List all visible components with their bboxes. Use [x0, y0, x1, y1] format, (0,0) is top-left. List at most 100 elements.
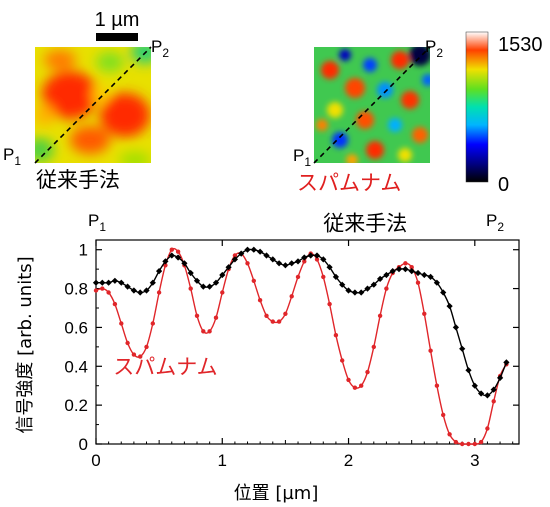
data-point [137, 289, 144, 296]
series-label-proposed: スパムナム [113, 355, 217, 379]
data-point [150, 321, 155, 326]
data-point [106, 290, 111, 295]
data-point [389, 267, 396, 275]
data-point [477, 390, 485, 397]
data-point [352, 385, 358, 390]
left-image-map [34, 46, 152, 164]
data-point [276, 319, 282, 324]
data-point [250, 246, 257, 253]
y-tick-label: 0.8 [64, 280, 88, 299]
data-point [496, 374, 504, 382]
data-point [491, 399, 496, 404]
scale-bar-line [96, 33, 138, 41]
y-tick-label: 0.2 [64, 396, 88, 415]
data-point [270, 319, 275, 324]
y-tick-label: 0.6 [64, 318, 88, 337]
data-point [282, 262, 289, 269]
data-point [340, 358, 345, 363]
data-point [207, 329, 212, 334]
data-point [92, 279, 100, 286]
data-point [194, 313, 200, 318]
x-tick-label: 3 [470, 451, 479, 470]
data-point [220, 290, 225, 295]
data-point [130, 287, 138, 294]
data-point [503, 359, 510, 366]
data-point [453, 439, 459, 445]
y-tick-label: 0 [79, 435, 88, 454]
data-point [359, 383, 364, 388]
colorbar-max-label: 1530 [498, 34, 543, 56]
data-point [358, 289, 365, 296]
data-point [472, 441, 477, 447]
data-point [446, 302, 453, 310]
x-tick-label: 1 [218, 451, 227, 470]
data-point [294, 258, 302, 265]
data-point [144, 344, 149, 350]
data-point [301, 254, 308, 261]
data-point [326, 264, 333, 271]
data-point [421, 271, 428, 279]
data-point [288, 260, 295, 267]
data-point [460, 441, 465, 447]
data-point [206, 283, 213, 290]
data-point [264, 313, 269, 318]
y-axis-title: 信号強度 [arb. units] [15, 256, 36, 433]
data-point [409, 265, 414, 270]
data-point [377, 313, 383, 318]
data-point [433, 279, 441, 286]
data-point [376, 275, 384, 283]
data-point [490, 386, 497, 393]
data-point [257, 298, 263, 303]
colorbar: 1530 0 [465, 31, 543, 196]
data-point [414, 269, 422, 277]
axis-ticks [95, 240, 519, 445]
data-point [434, 383, 440, 388]
data-point [169, 247, 174, 252]
data-point [251, 278, 256, 283]
data-point [427, 273, 434, 281]
x-tick-label: 0 [91, 451, 100, 470]
data-point [289, 294, 294, 299]
data-point [351, 289, 359, 296]
data-point [245, 261, 250, 266]
right-image-map [313, 46, 431, 164]
data-point [441, 412, 446, 418]
data-point [332, 273, 340, 281]
data-point [201, 329, 206, 334]
data-point [124, 283, 131, 290]
data-point [174, 254, 182, 261]
data-point [478, 439, 484, 445]
data-point [175, 249, 181, 254]
plot-area-frame [95, 239, 520, 445]
data-point [384, 286, 389, 291]
data-point [119, 321, 124, 326]
data-point [346, 377, 351, 383]
data-point [188, 286, 193, 291]
chart-p2-label: P2 [486, 211, 504, 234]
left-p2-label: P2 [151, 37, 169, 60]
data-point [428, 348, 433, 353]
axis-tick-labels: 0 0.2 0.4 0.6 0.8 1 0 1 2 3 [64, 241, 479, 470]
data-point [99, 279, 106, 286]
right-image-caption: スパムナム [297, 171, 401, 195]
scale-bar-label: 1 µm [95, 9, 140, 31]
data-point [466, 441, 471, 447]
data-point [415, 280, 421, 285]
left-image-caption: 従来手法 [36, 168, 120, 192]
data-point [295, 274, 301, 280]
data-point [447, 432, 452, 437]
y-tick-label: 1 [79, 241, 88, 260]
series-label-conventional: 従来手法 [323, 211, 407, 235]
data-point [244, 246, 251, 253]
data-point [168, 252, 175, 259]
data-point [459, 345, 466, 352]
data-point [314, 257, 320, 262]
data-point [327, 301, 332, 307]
data-point [402, 265, 409, 273]
data-point [163, 263, 168, 268]
data-point [112, 301, 118, 307]
data-point [485, 426, 490, 431]
data-point [365, 369, 370, 375]
